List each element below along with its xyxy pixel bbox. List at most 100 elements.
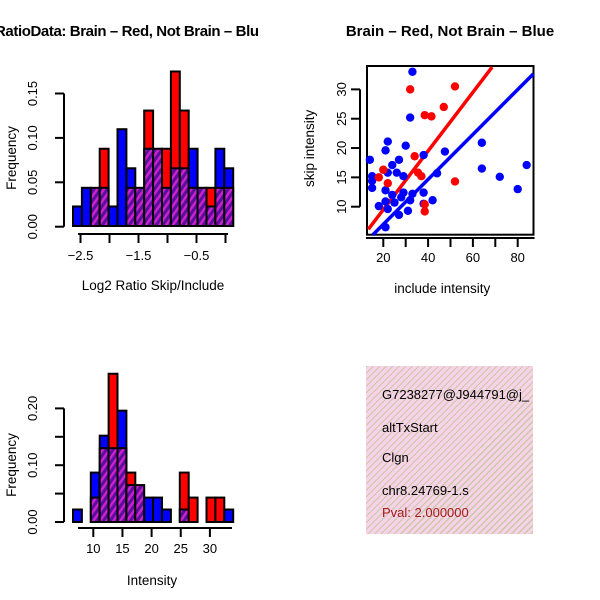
x-tick-label: 80 — [510, 250, 524, 265]
scatter-point-red — [450, 82, 460, 91]
hist-bar-overlap — [214, 186, 226, 227]
scatter-point-blue — [428, 196, 437, 205]
ratio-histogram-chart: 0.00 0.05 0.10 0.15 Frequency −2.5 −1.5 −0.5 Log… — [4, 70, 235, 293]
gene-info-panel: G7238277@J944791@j_ altTxStart Clgn chr8… — [300, 300, 600, 600]
pval-text: Pval: 2.000000 — [382, 505, 469, 520]
scatter-point-red — [450, 177, 460, 186]
hist-bar — [214, 496, 226, 523]
hist-bar — [80, 186, 92, 227]
scatter-point-blue — [419, 150, 428, 160]
x-tick-label: 25 — [174, 541, 188, 556]
scatter-point-blue — [522, 160, 531, 170]
scatter-point-blue — [397, 193, 406, 202]
x-tick-label: 15 — [115, 541, 129, 556]
scatter-point-red — [420, 200, 429, 209]
scatter-point-red — [410, 152, 419, 161]
scatter-point-blue — [408, 189, 417, 198]
hist-bar — [187, 496, 199, 523]
gene-intensity-histogram-chart: 0.00 0.10 0.20 Frequency 10 15 20 25 30 Intensity — [4, 372, 235, 588]
scatter-point-blue — [440, 147, 450, 156]
hist-bar-overlap — [143, 147, 155, 227]
scatter-point-red — [379, 165, 388, 174]
hist-bar — [72, 205, 83, 228]
scatter-point-blue — [513, 184, 522, 194]
intensity-scatter-chart: 20 40 60 80 include intensity 10 15 20 25 30 skip … — [302, 65, 535, 296]
scatter-point-red — [417, 171, 426, 181]
hist-bar-overlap — [98, 186, 110, 227]
scatter-point-red — [439, 102, 448, 112]
y-axis-title: Frequency — [4, 126, 19, 190]
hist-bar-overlap — [178, 508, 190, 523]
scatter-point-blue — [367, 183, 377, 193]
y-tick-label: 10 — [334, 199, 349, 213]
hist-bar — [223, 508, 235, 523]
hist-bar-overlap — [89, 186, 101, 227]
intensity-scatter-title: Brain – Red, Not Brain – Blue — [345, 23, 555, 40]
hist-bar-overlap — [178, 167, 190, 227]
gene-info-box: G7238277@J944791@j_ altTxStart Clgn chr8… — [366, 366, 533, 534]
scatter-point-red — [405, 85, 415, 94]
scatter-point-blue — [381, 146, 390, 155]
scatter-point-blue — [388, 160, 397, 170]
y-axis-title: skip intensity — [302, 109, 317, 187]
scatter-point-blue — [419, 188, 428, 197]
y-tick-label: 0.00 — [25, 214, 40, 239]
x-tick-label: −2.5 — [68, 248, 94, 263]
gene-id-text: G7238277@J944791@j_ — [382, 387, 530, 402]
ratio-histogram-title: RatioData: Brain – Red, Not Brain – Blu — [0, 23, 259, 40]
x-tick-label: 30 — [203, 541, 217, 556]
hist-bar-overlap — [161, 186, 172, 227]
ratio-histogram-panel: 0.00 0.05 0.10 0.15 Frequency −2.5 −1.5 −0.5 Log… — [0, 0, 300, 300]
scatter-point-blue — [495, 172, 504, 181]
hist-bar — [161, 508, 172, 523]
y-tick-label: 25 — [334, 111, 349, 125]
y-tick-label: 0.10 — [25, 125, 40, 150]
hist-bar-overlap — [187, 186, 199, 227]
x-tick-label: 40 — [421, 250, 435, 265]
scatter-point-red — [374, 173, 384, 182]
scatter-point-blue — [390, 198, 399, 207]
x-axis-title: Intensity — [127, 573, 178, 588]
hist-bar-overlap — [196, 186, 208, 227]
hist-bar-overlap — [169, 167, 181, 227]
scatter-point-blue — [401, 141, 410, 150]
x-tick-label: 20 — [144, 541, 158, 556]
scatter-point-blue — [432, 169, 442, 178]
scatter-point-blue — [394, 155, 404, 164]
scatter-point-red — [420, 110, 429, 120]
hist-bar — [116, 128, 128, 227]
scatter-point-blue — [405, 113, 415, 122]
scatter-point-blue — [367, 176, 377, 186]
hist-bar — [205, 496, 217, 523]
intensity-scatter-panel: 20 40 60 80 include intensity 10 15 20 25 30 skip … — [300, 0, 600, 300]
scatter-point-red — [383, 179, 392, 188]
y-tick-label: 0.20 — [25, 396, 40, 421]
x-tick-label: 10 — [86, 541, 100, 556]
y-tick-label: 0.05 — [25, 170, 40, 195]
hist-bar — [143, 496, 155, 523]
gene-symbol-text: Clgn — [382, 450, 409, 465]
hist-bar-overlap — [223, 186, 235, 227]
blue-fit-line — [371, 72, 535, 237]
y-tick-label: 20 — [334, 141, 349, 155]
hist-bar — [107, 205, 119, 228]
scatter-point-red — [420, 207, 429, 216]
hist-bar-overlap — [152, 147, 164, 227]
hist-bar-overlap — [134, 186, 146, 227]
hist-bar-overlap — [125, 186, 137, 227]
hist-bar-overlap — [116, 447, 128, 523]
y-tick-label: 30 — [334, 82, 349, 96]
scatter-point-blue — [408, 67, 417, 76]
y-axis-title: Frequency — [4, 433, 19, 497]
x-axis-title: Log2 Ratio Skip/Include — [82, 278, 225, 293]
y-tick-label: 15 — [334, 170, 349, 184]
gene-intensity-histogram-panel: 0.00 0.10 0.20 Frequency 10 15 20 25 30 Intensity… — [0, 300, 300, 600]
x-axis-title: include intensity — [394, 281, 490, 296]
hist-bar-overlap — [98, 447, 110, 523]
y-tick-label: 0.00 — [25, 509, 40, 534]
hist-bar-overlap — [125, 484, 137, 523]
plot-box — [366, 65, 535, 236]
x-tick-label: −1.5 — [126, 248, 152, 263]
scatter-point-blue — [381, 197, 390, 206]
